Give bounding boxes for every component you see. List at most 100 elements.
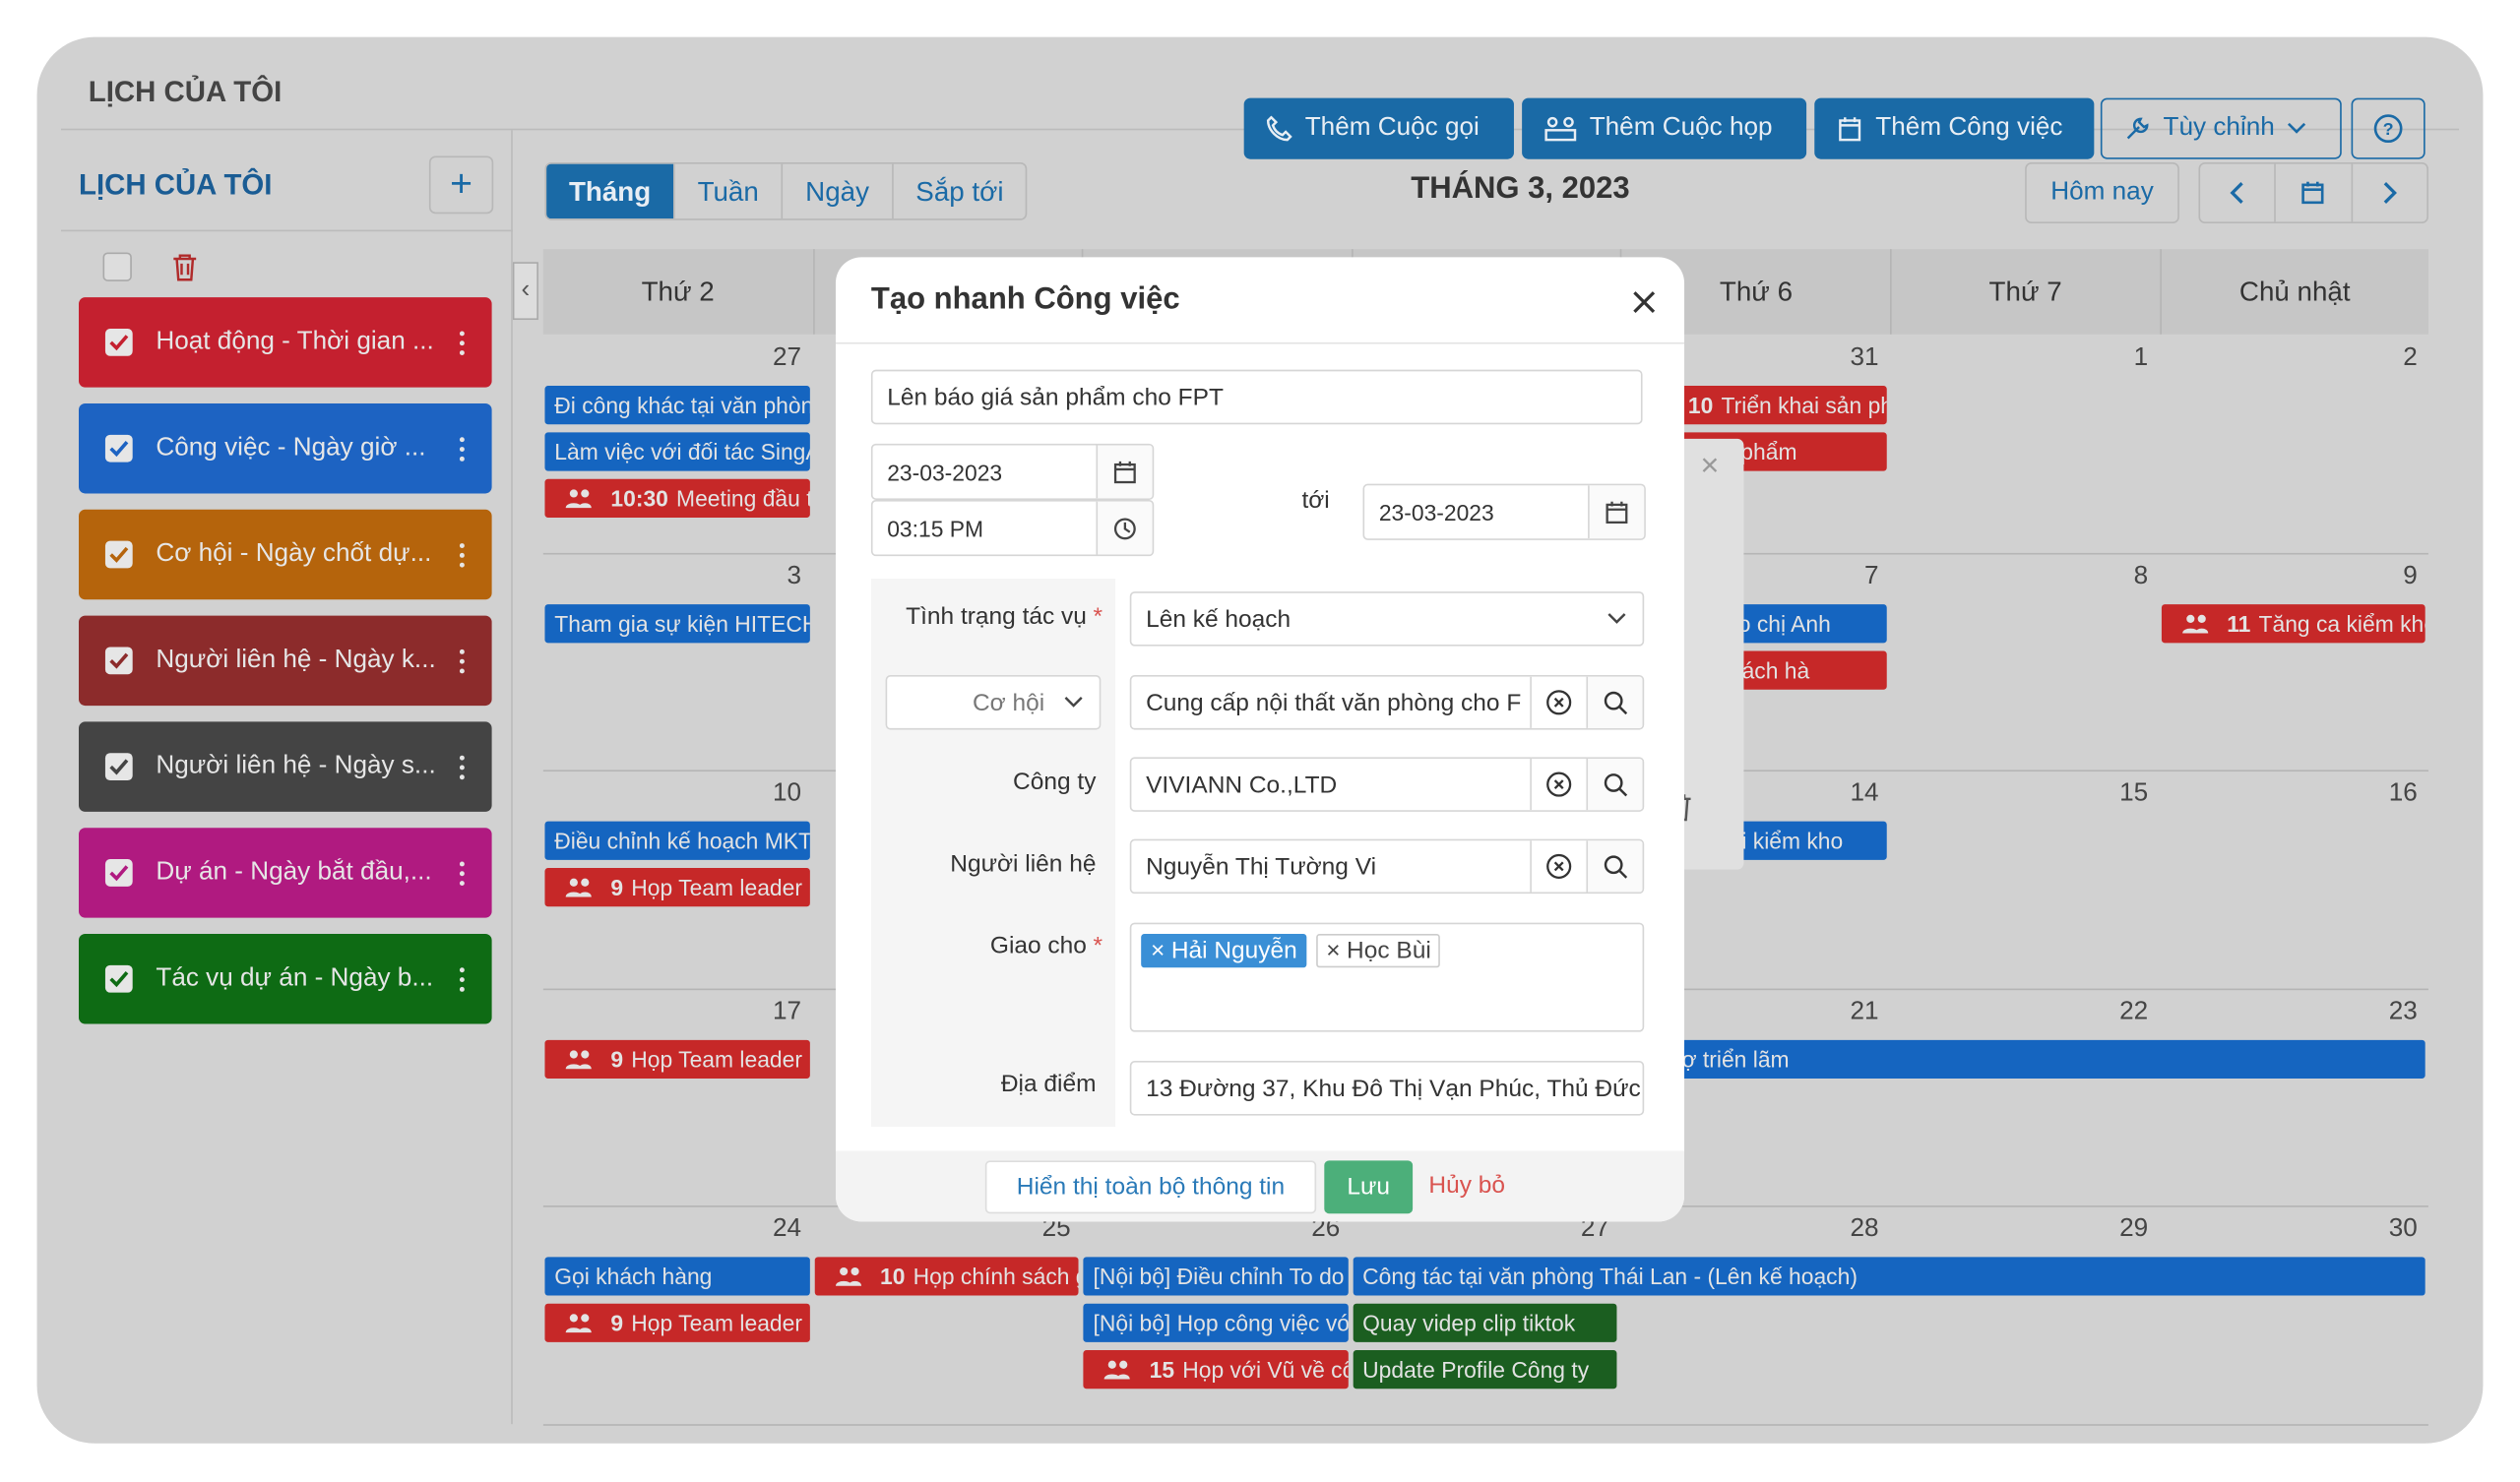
clear-icon[interactable] [1530, 676, 1587, 728]
calendar-event[interactable]: 9 Họp Team leader [544, 868, 810, 907]
search-icon[interactable] [1586, 758, 1643, 811]
lookup-input[interactable]: VIVIANN Co.,LTD [1129, 757, 1645, 812]
calendar-picker-button[interactable] [2276, 163, 2353, 222]
more-icon[interactable] [459, 542, 467, 567]
calendar-icon[interactable] [1588, 485, 1645, 539]
calendar-event[interactable]: Công tác tại văn phòng Thái Lan - (Lên k… [1353, 1257, 2426, 1297]
calendar-event[interactable]: 15 Họp với Vũ về cổ [1083, 1350, 1349, 1389]
calendar-event[interactable]: Tham gia sự kiện HITECH [544, 603, 810, 643]
checkbox[interactable] [104, 434, 133, 463]
calendar-event[interactable]: 11 Tăng ca kiểm kho [2161, 603, 2426, 643]
assignee-input[interactable]: × Hải Nguyễn × Học Bùi [1129, 922, 1645, 1032]
checkbox[interactable] [104, 964, 133, 993]
view-tabs: Tháng Tuần Ngày Sắp tới [544, 161, 1028, 220]
view-tab[interactable]: Tuần [673, 163, 782, 219]
calendar-item[interactable]: Người liên hệ - Ngày s... [79, 721, 492, 812]
label-column [870, 579, 1116, 1128]
calendar-icon[interactable] [1096, 445, 1153, 499]
lookup-input[interactable]: Nguyễn Thị Tường Vi [1129, 838, 1645, 895]
calendar-event[interactable]: Đi công khác tại văn phòng S [544, 386, 810, 425]
help-button[interactable]: ? [2351, 97, 2426, 159]
calendar-event[interactable]: Update Profile Công ty [1353, 1350, 1618, 1389]
button-label: Thêm Cuộc họp [1589, 113, 1773, 142]
event-time: 11 [2227, 610, 2251, 637]
assignee-tag[interactable]: × Hải Nguyễn [1141, 934, 1307, 968]
checkbox[interactable] [104, 540, 133, 569]
related-type: Cơ hội [972, 688, 1045, 716]
checkbox[interactable] [104, 328, 133, 356]
sidebar-border [511, 130, 513, 1425]
view-tab[interactable]: Ngày [781, 163, 892, 219]
calendar-item[interactable]: Cơ hội - Ngày chốt dự... [79, 509, 492, 600]
day-number: 7 [1864, 562, 1879, 589]
start-time-input[interactable]: 03:15 PM [870, 499, 1155, 557]
calendar-item[interactable]: Dự án - Ngày bắt đầu,... [79, 828, 492, 918]
clear-icon[interactable] [1530, 840, 1587, 893]
calendar-event[interactable]: 10 Họp chính sách g [814, 1257, 1079, 1297]
end-date-input[interactable]: 23-03-2023 [1362, 483, 1646, 540]
month-title: THÁNG 3, 2023 [1411, 171, 1630, 207]
view-tab[interactable]: Sắp tới [891, 163, 1027, 219]
close-icon[interactable]: × [1700, 448, 1720, 484]
calendar-name: Hoạt động - Thời gian ... [156, 328, 434, 355]
calendar-event[interactable]: [Nội bộ] Họp công việc vớ [1083, 1304, 1349, 1343]
related-type-select[interactable]: Cơ hội [885, 675, 1102, 730]
calendar-event[interactable]: 9 Họp Team leader [544, 1304, 810, 1343]
search-icon[interactable] [1586, 840, 1643, 893]
day-number: 29 [2119, 1215, 2149, 1244]
event-title: Tăng ca kiểm kho [2258, 610, 2426, 637]
prev-button[interactable] [2200, 163, 2277, 222]
header-button[interactable]: Thêm Cuộc họp [1522, 97, 1807, 159]
more-icon[interactable] [459, 330, 467, 355]
more-icon[interactable] [459, 860, 467, 886]
calendar-event[interactable]: Quay videp clip tiktok [1353, 1304, 1618, 1343]
location-input[interactable]: 13 Đường 37, Khu Đô Thị Vạn Phúc, Thủ Đứ… [1129, 1061, 1645, 1116]
header-button[interactable]: Tùy chỉnh [2100, 97, 2342, 159]
close-button[interactable] [1631, 289, 1657, 315]
calendar-item[interactable]: Người liên hệ - Ngày k... [79, 615, 492, 707]
checkbox[interactable] [104, 752, 133, 781]
assignee-tag[interactable]: × Học Bùi [1316, 934, 1441, 968]
calendar-item[interactable]: Công việc - Ngày giờ ... [79, 402, 492, 494]
save-button[interactable]: Lưu [1324, 1160, 1414, 1214]
event-title: [Nội bộ] Họp công việc vớ [1093, 1310, 1349, 1336]
search-icon[interactable] [1586, 676, 1643, 728]
more-icon[interactable] [459, 648, 467, 673]
remove-icon[interactable]: × [1326, 937, 1341, 965]
calendar-item[interactable]: Tác vụ dự án - Ngày b... [79, 934, 492, 1024]
delete-icon[interactable] [172, 252, 198, 281]
calendar-event[interactable]: [Nội bộ] Điều chỉnh To do [1083, 1257, 1349, 1297]
collapse-button[interactable]: ‹ [512, 262, 538, 321]
header-button[interactable]: Thêm Cuộc gọi [1243, 97, 1514, 159]
task-name-input[interactable]: Lên báo giá sản phẩm cho FPT [870, 369, 1643, 425]
remove-icon[interactable]: × [1150, 937, 1166, 965]
next-button[interactable] [2353, 164, 2427, 222]
checkbox[interactable] [104, 858, 133, 887]
calendar-event[interactable]: hội trợ triển lãm [1621, 1039, 2426, 1079]
checkbox[interactable] [104, 647, 133, 675]
show-all-button[interactable]: Hiển thị toàn bộ thông tin [984, 1160, 1317, 1214]
status-select[interactable]: Lên kế hoạch [1129, 591, 1645, 647]
header-button[interactable]: Thêm Công việc [1814, 97, 2095, 159]
lookup-input[interactable]: Cung cấp nội thất văn phòng cho F [1129, 675, 1645, 730]
more-icon[interactable] [459, 966, 467, 991]
day-number: 1 [2133, 343, 2149, 372]
today-button[interactable]: Hôm nay [2025, 161, 2179, 224]
calendar-item[interactable]: Hoạt động - Thời gian ... [79, 297, 492, 388]
calendar-event[interactable]: 10:30 Meeting đầu t [544, 478, 810, 518]
select-all-checkbox[interactable] [102, 252, 132, 281]
view-tab[interactable]: Tháng [546, 163, 674, 219]
add-calendar-button[interactable]: + [428, 155, 494, 215]
more-icon[interactable] [459, 754, 467, 779]
cancel-button[interactable]: Hủy bỏ [1428, 1171, 1506, 1200]
calendar-event[interactable]: 9 Họp Team leader [544, 1039, 810, 1079]
calendar-event[interactable]: Làm việc với đối tác SingAT [544, 432, 810, 471]
clock-icon[interactable] [1096, 501, 1153, 555]
quick-task-dialog: Tạo nhanh Công việc Lên báo giá sản phẩm… [835, 257, 1685, 1222]
divider [835, 341, 1685, 344]
more-icon[interactable] [459, 436, 467, 461]
clear-icon[interactable] [1530, 758, 1587, 811]
start-date-input[interactable]: 23-03-2023 [870, 443, 1155, 500]
calendar-event[interactable]: Gọi khách hàng [544, 1257, 810, 1297]
calendar-event[interactable]: Điều chỉnh kế hoạch MKT [544, 821, 810, 861]
